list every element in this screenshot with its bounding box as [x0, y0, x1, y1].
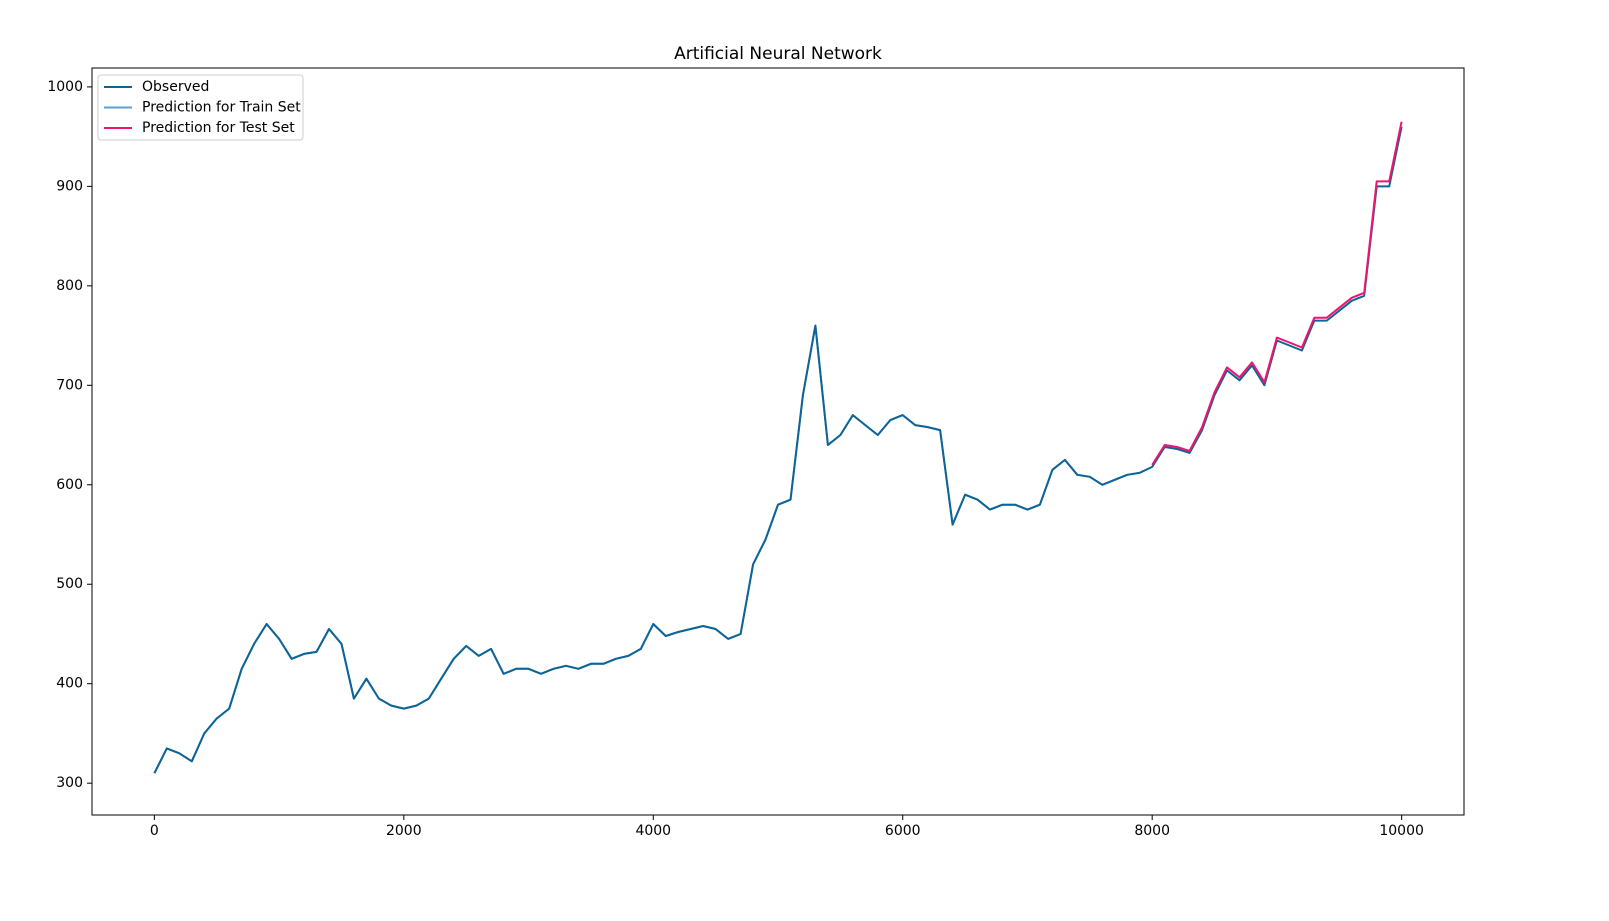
x-tick-label: 0: [150, 823, 159, 839]
y-tick-label: 800: [56, 278, 83, 294]
plot-frame: [91, 67, 1465, 816]
x-tick-label: 6000: [885, 823, 921, 839]
legend-label: Prediction for Test Set: [142, 120, 295, 136]
series-line: [153, 126, 1403, 774]
chart-title: Artificial Neural Network: [674, 44, 882, 64]
legend-label: Observed: [142, 79, 209, 95]
y-tick-label: 500: [56, 576, 83, 592]
y-tick-label: 900: [56, 178, 83, 194]
legend-box: [97, 74, 304, 141]
x-tick-label: 2000: [386, 823, 422, 839]
x-tick-label: 8000: [1134, 823, 1170, 839]
y-tick-label: 1000: [47, 79, 83, 95]
y-tick-label: 300: [56, 775, 83, 791]
y-tick-label: 400: [56, 676, 83, 692]
legend-label: Prediction for Train Set: [142, 100, 301, 116]
series-line: [1151, 121, 1403, 466]
x-tick-label: 10000: [1379, 823, 1424, 839]
y-tick-label: 700: [56, 377, 83, 393]
y-tick-label: 600: [56, 477, 83, 493]
x-tick-label: 4000: [635, 823, 671, 839]
